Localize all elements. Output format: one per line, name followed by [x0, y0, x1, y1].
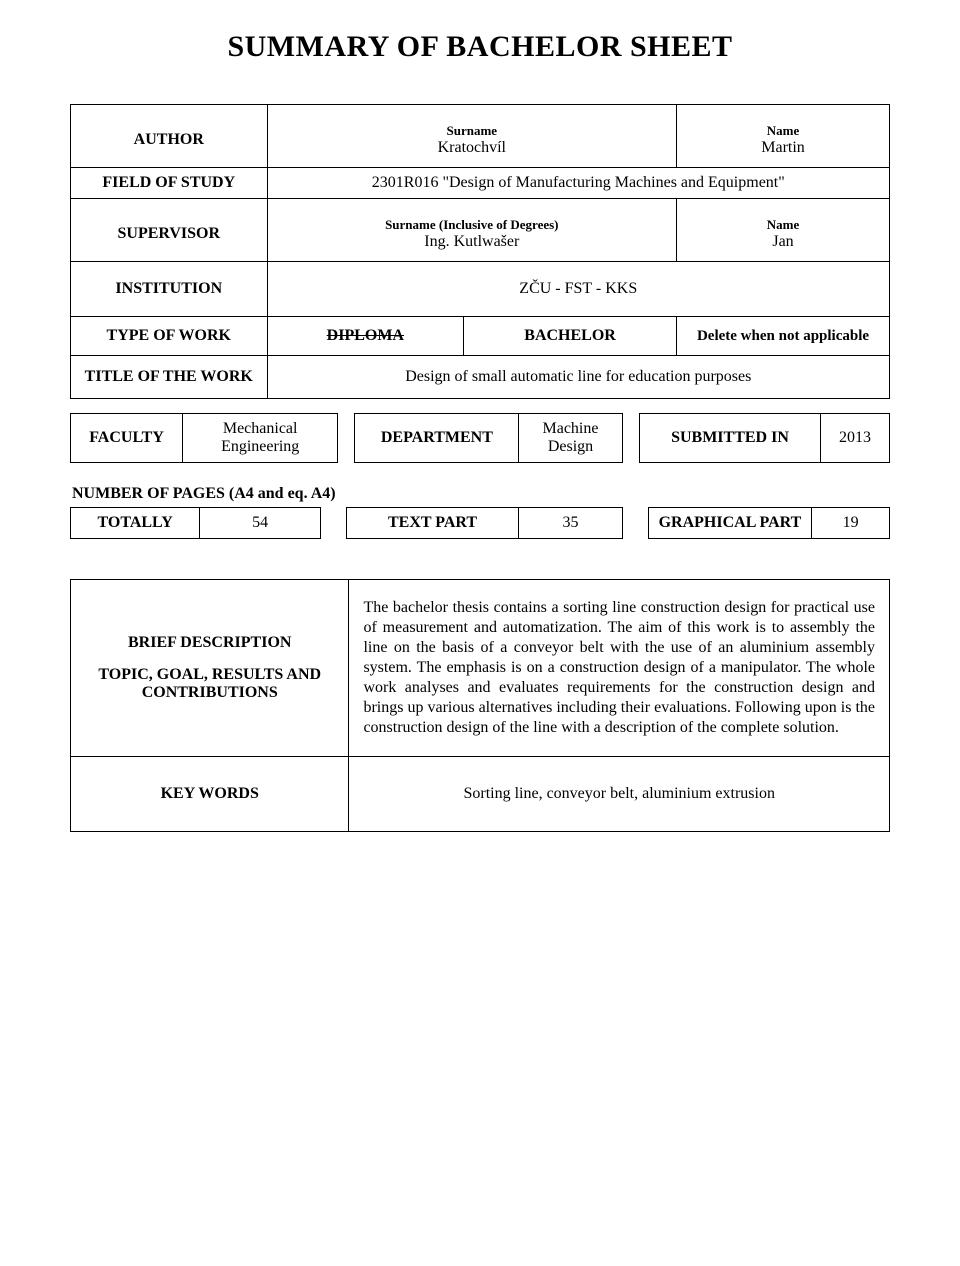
type-label: TYPE OF WORK — [71, 317, 268, 356]
titlework-label: TITLE OF THE WORK — [71, 356, 268, 399]
field-label: FIELD OF STUDY — [71, 168, 268, 199]
supervisor-name-sublabel: Name — [685, 217, 881, 233]
pages-heading: NUMBER OF PAGES (A4 and eq. A4) — [72, 485, 890, 503]
title-of-work-row: TITLE OF THE WORK Design of small automa… — [71, 356, 890, 399]
author-row: AUTHOR Surname Kratochvíl Name Martin — [71, 105, 890, 168]
description-label-line2: TOPIC, GOAL, RESULTS AND CONTRIBUTIONS — [81, 666, 338, 702]
graphicalpart-label: GRAPHICAL PART — [648, 508, 812, 539]
gap-cell — [622, 508, 648, 539]
page-title: SUMMARY OF BACHELOR SHEET — [70, 30, 890, 64]
faculty-value: Mechanical Engineering — [183, 414, 338, 463]
description-row: BRIEF DESCRIPTION TOPIC, GOAL, RESULTS A… — [71, 580, 890, 757]
institution-value: ZČU - FST - KKS — [267, 262, 889, 317]
type-diploma-cell: DIPLOMA — [267, 317, 464, 356]
faculty-row: FACULTY Mechanical Engineering DEPARTMEN… — [71, 414, 890, 463]
gap-cell — [622, 414, 639, 463]
institution-label: INSTITUTION — [71, 262, 268, 317]
faculty-label: FACULTY — [71, 414, 183, 463]
author-name-value: Martin — [761, 139, 805, 156]
description-table: BRIEF DESCRIPTION TOPIC, GOAL, RESULTS A… — [70, 579, 890, 832]
supervisor-name-value: Jan — [772, 233, 793, 250]
faculty-table: FACULTY Mechanical Engineering DEPARTMEN… — [70, 413, 890, 463]
pages-table: TOTALLY 54 TEXT PART 35 GRAPHICAL PART 1… — [70, 507, 890, 539]
supervisor-surname-cell: Surname (Inclusive of Degrees) Ing. Kutl… — [267, 199, 676, 262]
name-sublabel: Name — [685, 123, 881, 139]
department-value: Machine Design — [519, 414, 622, 463]
graphicalpart-value: 19 — [812, 508, 890, 539]
description-label-cell: BRIEF DESCRIPTION TOPIC, GOAL, RESULTS A… — [71, 580, 349, 757]
titlework-value: Design of small automatic line for educa… — [267, 356, 889, 399]
author-surname-cell: Surname Kratochvíl — [267, 105, 676, 168]
department-label: DEPARTMENT — [355, 414, 519, 463]
supervisor-surname-sublabel: Surname (Inclusive of Degrees) — [276, 217, 668, 233]
field-of-study-row: FIELD OF STUDY 2301R016 "Design of Manuf… — [71, 168, 890, 199]
supervisor-surname-value: Ing. Kutlwašer — [424, 233, 519, 250]
surname-sublabel: Surname — [276, 123, 668, 139]
supervisor-name-cell: Name Jan — [677, 199, 890, 262]
field-value: 2301R016 "Design of Manufacturing Machin… — [267, 168, 889, 199]
description-label-line1: BRIEF DESCRIPTION — [81, 634, 338, 652]
textpart-label: TEXT PART — [346, 508, 518, 539]
totally-value: 54 — [200, 508, 321, 539]
summary-sheet-page: SUMMARY OF BACHELOR SHEET AUTHOR Surname… — [0, 0, 960, 1266]
type-diploma-value: DIPLOMA — [327, 327, 404, 344]
header-table: AUTHOR Surname Kratochvíl Name Martin FI… — [70, 104, 890, 399]
author-name-cell: Name Martin — [677, 105, 890, 168]
type-delete-note: Delete when not applicable — [677, 317, 890, 356]
supervisor-row: SUPERVISOR Surname (Inclusive of Degrees… — [71, 199, 890, 262]
gap-cell — [338, 414, 355, 463]
keywords-value: Sorting line, conveyor belt, aluminium e… — [349, 757, 890, 832]
type-bachelor-value: BACHELOR — [464, 317, 677, 356]
author-label: AUTHOR — [71, 105, 268, 168]
submitted-value: 2013 — [821, 414, 890, 463]
supervisor-label: SUPERVISOR — [71, 199, 268, 262]
author-surname-value: Kratochvíl — [438, 139, 506, 156]
institution-row: INSTITUTION ZČU - FST - KKS — [71, 262, 890, 317]
description-text: The bachelor thesis contains a sorting l… — [349, 580, 890, 757]
keywords-row: KEY WORDS Sorting line, conveyor belt, a… — [71, 757, 890, 832]
textpart-value: 35 — [519, 508, 622, 539]
type-of-work-row: TYPE OF WORK DIPLOMA BACHELOR Delete whe… — [71, 317, 890, 356]
submitted-label: SUBMITTED IN — [639, 414, 820, 463]
gap-cell — [321, 508, 347, 539]
totally-label: TOTALLY — [71, 508, 200, 539]
pages-row: TOTALLY 54 TEXT PART 35 GRAPHICAL PART 1… — [71, 508, 890, 539]
keywords-label: KEY WORDS — [71, 757, 349, 832]
